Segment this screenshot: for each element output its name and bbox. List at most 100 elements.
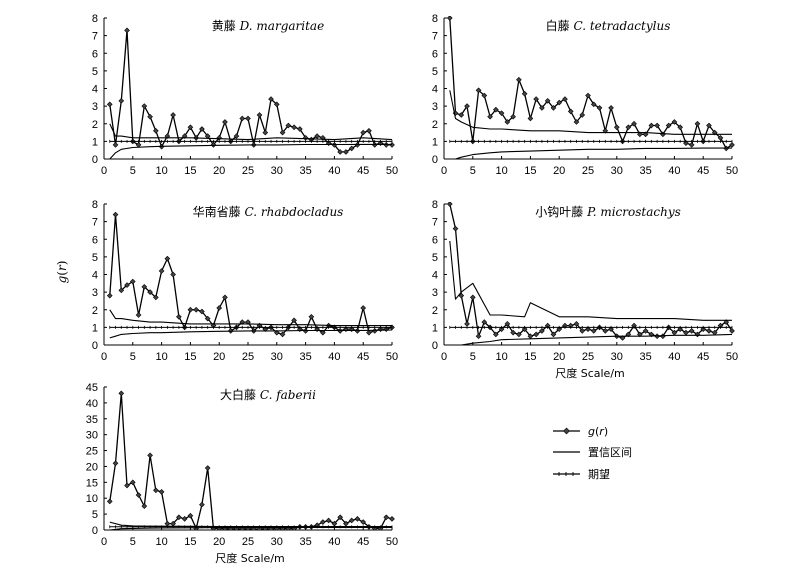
gr-point — [493, 331, 499, 338]
panel-title: 黄藤 D. margaritae — [212, 19, 324, 33]
gr-point — [354, 516, 361, 522]
gr-point — [153, 294, 159, 301]
x-tick-label: 10 — [155, 536, 167, 548]
plot-area — [446, 202, 735, 345]
gr-point — [446, 202, 453, 207]
y-tick-label: 25 — [86, 446, 98, 458]
gr-point — [106, 292, 113, 299]
gr-point — [688, 142, 695, 148]
x-tick-label: 40 — [328, 536, 340, 548]
series-ci-upper — [449, 90, 732, 135]
gr-point — [706, 328, 712, 334]
y-tick-label: 0 — [92, 525, 98, 537]
gr-point — [573, 119, 580, 125]
gr-point — [297, 126, 303, 132]
x-tick-label: 10 — [495, 351, 507, 363]
y-tick-label: 2 — [92, 305, 98, 317]
y-tick-label: 6 — [92, 234, 98, 246]
y-tick-label: 8 — [92, 13, 98, 25]
gr-point — [268, 526, 274, 530]
gr-point — [498, 110, 505, 116]
gr-point — [147, 452, 153, 459]
gr-point — [141, 503, 148, 509]
x-tick-label: 30 — [611, 351, 623, 363]
gr-point — [176, 313, 182, 320]
gr-point — [262, 326, 269, 332]
gr-point — [273, 101, 280, 108]
chart-panel-5: 0 5 10 15 20 25 30 35 40 45 0 5 10 15 20 25 30 35 40 45 50 大白… — [86, 382, 398, 565]
panel-title: 小钩叶藤 P. microstachys — [535, 205, 681, 219]
gr-point — [273, 329, 280, 336]
gr-point — [383, 514, 390, 521]
gr-point — [291, 317, 297, 324]
gr-point — [475, 87, 482, 94]
gr-point — [360, 305, 367, 311]
x-tick-label: 40 — [328, 165, 340, 177]
x-tick-label: 15 — [524, 351, 536, 363]
gr-point — [671, 119, 678, 125]
y-tick-label: 8 — [432, 13, 438, 25]
gr-point — [487, 113, 493, 120]
y-axis-label: g(r) — [55, 261, 69, 284]
x-tick-label: 0 — [101, 165, 107, 177]
x-tick-label: 15 — [184, 351, 196, 363]
gr-point — [585, 326, 591, 332]
gr-point — [602, 328, 609, 334]
x-tick-label: 50 — [386, 536, 398, 548]
x-tick-label: 25 — [242, 536, 254, 548]
series-gr — [449, 203, 733, 339]
gr-point — [158, 489, 165, 495]
x-tick-label: 5 — [130, 351, 136, 363]
gr-point — [187, 306, 194, 313]
gr-point — [256, 526, 263, 530]
gr-point — [279, 129, 286, 136]
y-tick-label: 4 — [432, 84, 438, 96]
gr-point — [452, 225, 459, 232]
x-tick-label: 45 — [357, 165, 369, 177]
gr-point — [550, 331, 557, 338]
gr-point — [348, 517, 355, 524]
series-ci-upper — [449, 240, 732, 321]
x-tick-label: 30 — [271, 165, 283, 177]
x-tick-label: 30 — [271, 351, 283, 363]
x-tick-label: 50 — [726, 351, 738, 363]
gr-point — [153, 487, 159, 494]
gr-point — [129, 278, 136, 285]
x-tick-label: 25 — [242, 351, 254, 363]
gr-point — [683, 140, 689, 146]
y-tick-label: 4 — [92, 270, 98, 282]
plot-area — [106, 390, 395, 530]
gr-point — [360, 519, 367, 525]
y-tick-label: 30 — [86, 430, 98, 442]
series-ci-lower — [449, 147, 732, 159]
x-tick-label: 0 — [101, 536, 107, 548]
gr-point — [608, 105, 614, 111]
y-tick-label: 7 — [432, 31, 438, 43]
gr-point — [613, 124, 620, 131]
x-tick-label: 45 — [357, 351, 369, 363]
x-tick-label: 15 — [184, 165, 196, 177]
y-tick-label: 2 — [432, 119, 438, 131]
y-tick-label: 6 — [432, 234, 438, 246]
gr-point — [498, 326, 505, 332]
gr-point — [199, 308, 205, 315]
gr-point — [314, 133, 320, 139]
x-tick-label: 10 — [155, 165, 167, 177]
gr-point — [118, 287, 125, 294]
series-gr — [109, 29, 392, 153]
gr-point — [567, 108, 574, 115]
gr-point — [521, 90, 528, 97]
gr-point — [475, 333, 482, 340]
y-tick-label: 15 — [86, 477, 98, 489]
x-tick-label: 0 — [441, 165, 447, 177]
gr-point — [654, 122, 660, 129]
y-tick-label: 0 — [92, 154, 98, 166]
gr-point — [291, 124, 297, 131]
gr-point — [579, 112, 586, 118]
x-tick-label: 35 — [639, 165, 651, 177]
x-tick-label: 25 — [582, 351, 594, 363]
gr-point — [227, 526, 234, 530]
